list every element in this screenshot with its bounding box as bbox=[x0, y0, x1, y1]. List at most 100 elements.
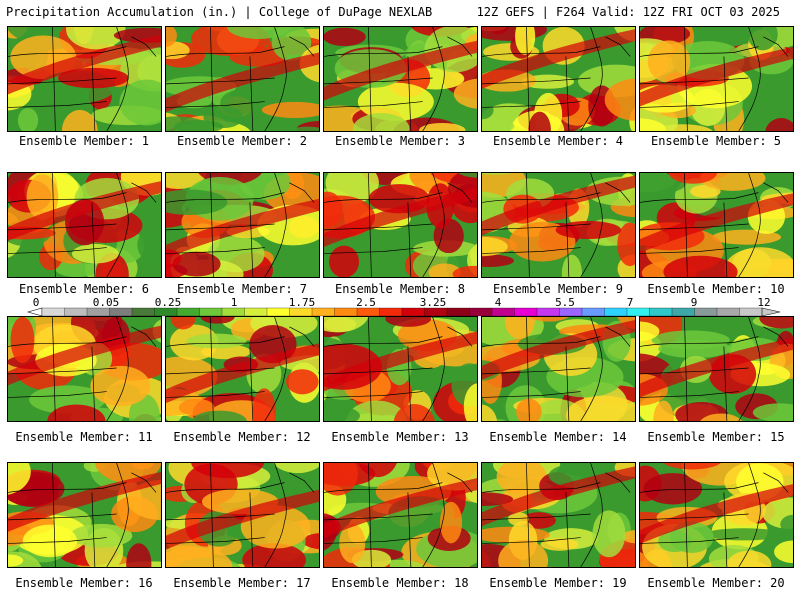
colorbar-tick-label: 2.5 bbox=[356, 296, 376, 309]
colorbar-bin bbox=[41, 307, 65, 317]
map-boundary bbox=[289, 36, 315, 57]
map-boundary bbox=[264, 27, 287, 131]
precip-area bbox=[529, 317, 569, 322]
precip-map bbox=[640, 317, 793, 421]
colorbar-tick-label: 1.75 bbox=[288, 296, 316, 309]
precip-area bbox=[227, 27, 291, 39]
precip-area bbox=[700, 413, 743, 421]
map-boundary bbox=[605, 472, 631, 493]
heavy-precip-band bbox=[8, 325, 161, 386]
precip-map bbox=[166, 27, 319, 131]
precip-area bbox=[8, 463, 31, 495]
precip-area bbox=[170, 317, 196, 330]
heavy-precip-band bbox=[166, 489, 319, 550]
map-boundary bbox=[684, 173, 688, 277]
precip-area bbox=[186, 333, 247, 349]
map-boundary bbox=[324, 367, 433, 375]
ensemble-member-label-20: Ensemble Member: 20 bbox=[647, 576, 785, 590]
colorbar-tick-label: 0 bbox=[32, 296, 40, 309]
ensemble-panel-10 bbox=[639, 172, 794, 278]
precip-area bbox=[774, 540, 793, 564]
map-boundary bbox=[640, 46, 759, 57]
precip-area bbox=[10, 317, 35, 364]
precip-area bbox=[58, 67, 129, 89]
heavy-precip-band bbox=[482, 175, 635, 236]
map-boundary bbox=[8, 223, 117, 231]
map-boundary bbox=[131, 472, 157, 493]
colorbar-tick-label: 9 bbox=[690, 296, 698, 309]
ensemble-panel-14 bbox=[481, 316, 636, 422]
precip-area bbox=[166, 27, 177, 47]
colorbar-bin bbox=[716, 307, 740, 317]
map-boundary bbox=[91, 202, 96, 277]
colorbar-bin bbox=[694, 307, 718, 317]
colorbar-tick-label: 0.25 bbox=[154, 296, 182, 309]
colorbar-bin bbox=[131, 307, 155, 317]
ensemble-panel-17 bbox=[165, 462, 320, 568]
map-boundary bbox=[723, 492, 728, 567]
map-boundary bbox=[447, 326, 473, 347]
ensemble-member-label-5: Ensemble Member: 5 bbox=[650, 134, 782, 148]
colorbar-bin bbox=[446, 307, 470, 317]
ensemble-panel-20 bbox=[639, 462, 794, 568]
map-boundary bbox=[249, 56, 254, 131]
colorbar-bin bbox=[221, 307, 245, 317]
map-boundary bbox=[422, 173, 445, 277]
map-boundary bbox=[8, 367, 117, 375]
precip-area bbox=[699, 173, 766, 191]
map-boundary bbox=[324, 513, 433, 521]
precip-area bbox=[504, 317, 535, 340]
map-boundary bbox=[738, 173, 761, 277]
map-boundary bbox=[368, 173, 372, 277]
precip-area bbox=[47, 404, 106, 421]
map-boundary bbox=[738, 317, 761, 421]
map-boundary bbox=[640, 367, 749, 375]
precip-area bbox=[482, 27, 548, 41]
precip-map bbox=[8, 463, 161, 567]
colorbar-bin bbox=[514, 307, 538, 317]
map-boundary bbox=[166, 336, 285, 347]
precip-area bbox=[172, 251, 221, 277]
precip-area bbox=[498, 539, 549, 567]
heavy-precip-band bbox=[640, 193, 793, 253]
heavy-precip-band bbox=[640, 46, 793, 107]
precip-area bbox=[71, 244, 119, 264]
precip-area bbox=[261, 101, 319, 118]
map-boundary bbox=[723, 56, 728, 131]
precip-area bbox=[482, 492, 514, 506]
ensemble-member-label-11: Ensemble Member: 11 bbox=[15, 430, 153, 444]
colorbar-bin bbox=[649, 307, 673, 317]
precip-area bbox=[61, 109, 98, 131]
map-boundary bbox=[580, 173, 603, 277]
heavy-precip-band bbox=[166, 343, 319, 404]
precip-area bbox=[137, 225, 161, 265]
colorbar-tick-label: 5.5 bbox=[555, 296, 575, 309]
colorbar-bin bbox=[469, 307, 493, 317]
map-boundary bbox=[684, 27, 688, 131]
colorbar-bin bbox=[604, 307, 628, 317]
colorbar-bin bbox=[334, 307, 358, 317]
precip-area bbox=[8, 554, 24, 567]
map-boundary bbox=[8, 46, 127, 57]
map-boundary bbox=[166, 513, 275, 521]
ensemble-member-label-14: Ensemble Member: 14 bbox=[489, 430, 627, 444]
colorbar-tick-label: 12 bbox=[757, 296, 771, 309]
precip-area bbox=[70, 523, 133, 548]
precip-area bbox=[178, 398, 215, 416]
precip-area bbox=[126, 543, 152, 567]
precip-area bbox=[26, 174, 59, 220]
ensemble-member-label-12: Ensemble Member: 12 bbox=[173, 430, 311, 444]
map-boundary bbox=[166, 367, 275, 375]
precip-area bbox=[324, 317, 369, 333]
heavy-precip-band bbox=[166, 198, 319, 259]
map-boundary bbox=[106, 173, 129, 277]
ensemble-panel-11 bbox=[7, 316, 162, 422]
precip-area bbox=[482, 404, 498, 421]
map-boundary bbox=[324, 192, 443, 203]
precip-map bbox=[640, 173, 793, 277]
map-boundary bbox=[131, 182, 157, 203]
ensemble-panel-16 bbox=[7, 462, 162, 568]
precip-area bbox=[119, 79, 161, 126]
map-boundary bbox=[580, 463, 603, 567]
colorbar-bin bbox=[86, 307, 110, 317]
